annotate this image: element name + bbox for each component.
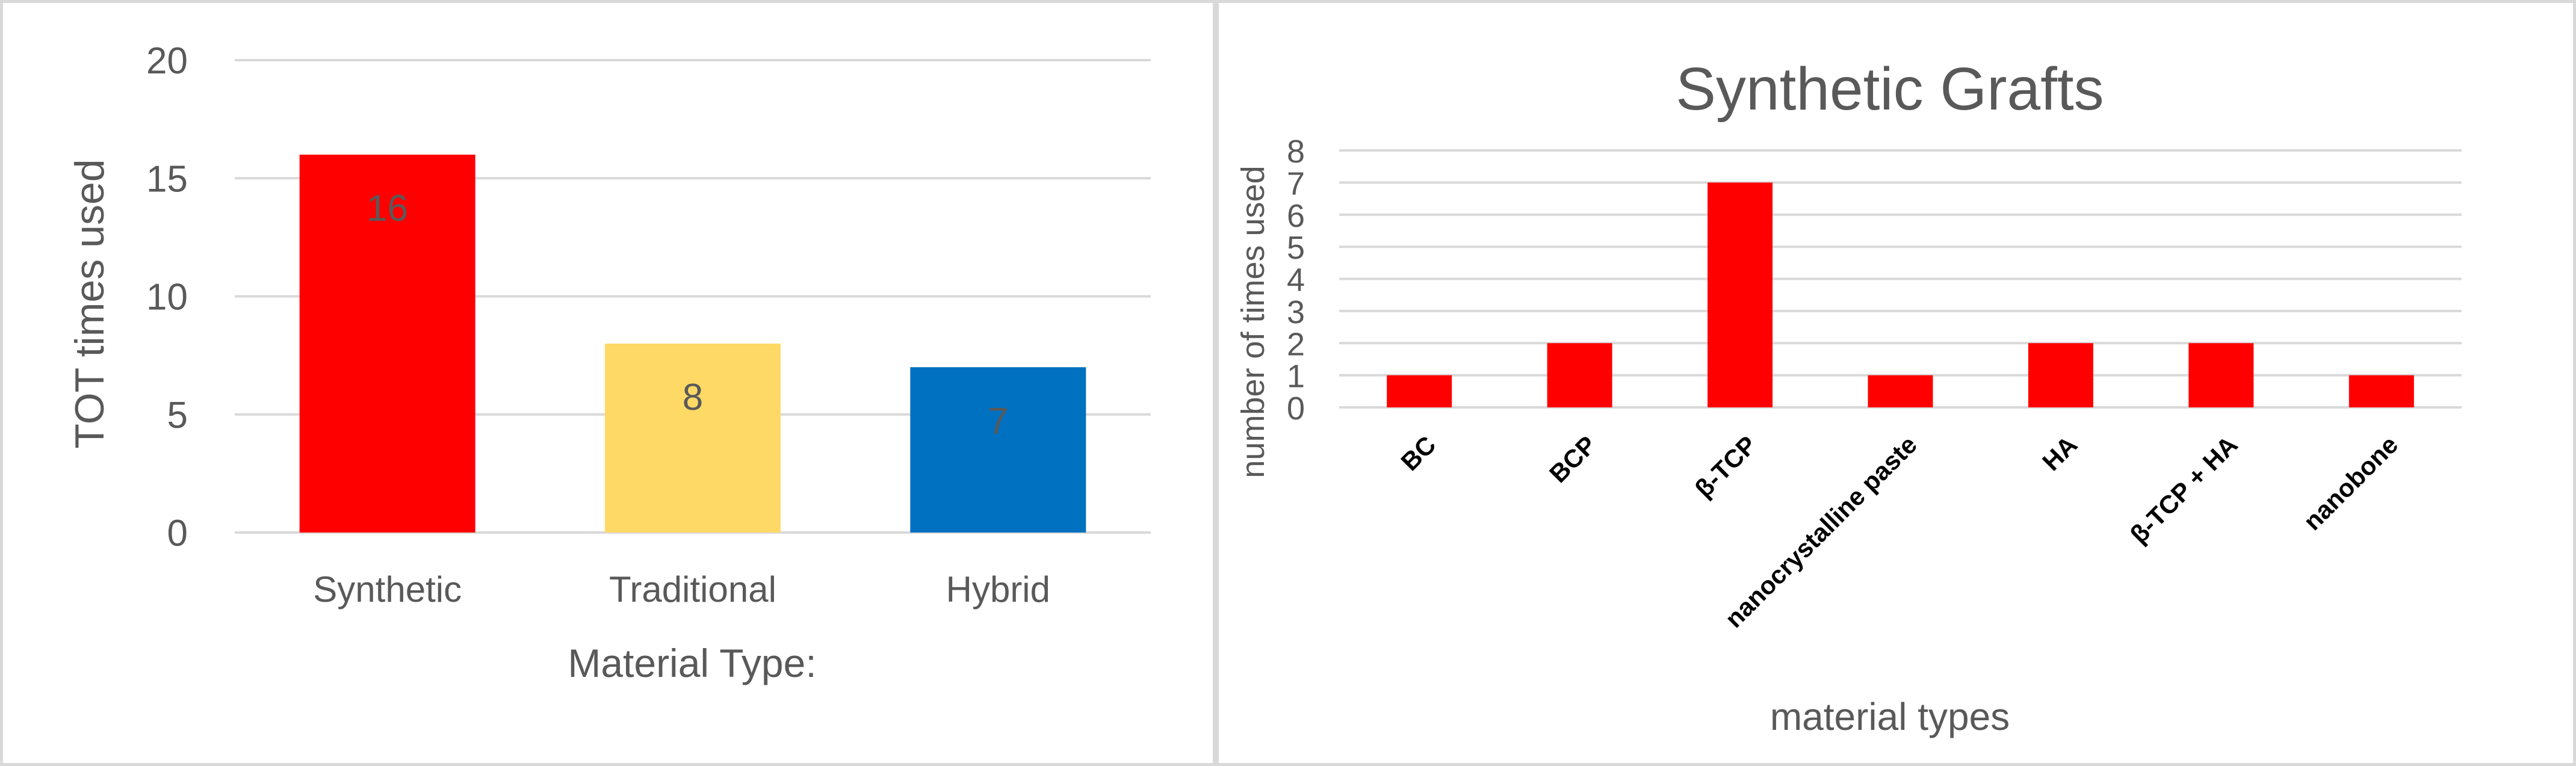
bar-synthetic xyxy=(299,155,475,533)
x-tick-label: Hybrid xyxy=(946,569,1050,610)
data-label: 16 xyxy=(367,188,408,229)
bar-traditional xyxy=(605,344,781,533)
y-tick-label: 1 xyxy=(1287,359,1305,395)
y-tick-label: 8 xyxy=(1287,134,1305,170)
x-tick-label: HA xyxy=(2037,430,2082,476)
bar-1 xyxy=(1547,343,1612,407)
y-tick-label: 4 xyxy=(1287,262,1305,298)
y-tick-label: 0 xyxy=(167,513,188,554)
bar-hybrid xyxy=(910,367,1086,533)
x-tick-label: Synthetic xyxy=(313,569,462,610)
x-tick-label: BCP xyxy=(1544,430,1602,488)
y-axis-title: TOT times used xyxy=(67,159,113,448)
y-tick-label: 0 xyxy=(1287,391,1305,427)
y-axis-title: number of times used xyxy=(1235,165,1271,478)
bar-2 xyxy=(1708,182,1773,407)
y-tick-label: 3 xyxy=(1287,294,1305,330)
bar-4 xyxy=(2028,343,2093,407)
x-tick-label: BC xyxy=(1395,430,1441,476)
x-tick-label: β-TCP xyxy=(1689,430,1762,503)
x-tick-label: Traditional xyxy=(609,569,776,610)
bar-0 xyxy=(1387,375,1452,407)
material-type-bar-chart: 16 8 7 0 5 10 15 20 Synthetic Traditional Hybrid… xyxy=(67,40,1151,685)
bar-5 xyxy=(2188,343,2254,407)
data-label: 8 xyxy=(683,377,703,418)
y-tick-label: 5 xyxy=(1287,230,1305,266)
chart-title: Synthetic Grafts xyxy=(1676,55,2104,123)
x-tick-label: nanobone xyxy=(2298,430,2403,536)
y-tick-label: 15 xyxy=(146,158,188,200)
y-tick-label: 5 xyxy=(167,395,188,436)
x-tick-label: β-TCP + HA xyxy=(2125,430,2243,549)
bar-3 xyxy=(1868,375,1933,407)
y-tick-label: 20 xyxy=(146,40,188,82)
bar-6 xyxy=(2348,375,2414,407)
x-axis-title: Material Type: xyxy=(568,641,816,685)
y-tick-label: 7 xyxy=(1287,165,1305,202)
chart-panel-material-type: 16 8 7 0 5 10 15 20 Synthetic Traditional Hybrid… xyxy=(0,0,1216,766)
data-label: 7 xyxy=(988,400,1008,442)
y-tick-label: 10 xyxy=(146,277,188,318)
y-tick-label: 6 xyxy=(1287,198,1305,234)
y-tick-label: 2 xyxy=(1287,326,1305,362)
x-axis-title: material types xyxy=(1770,695,2010,738)
